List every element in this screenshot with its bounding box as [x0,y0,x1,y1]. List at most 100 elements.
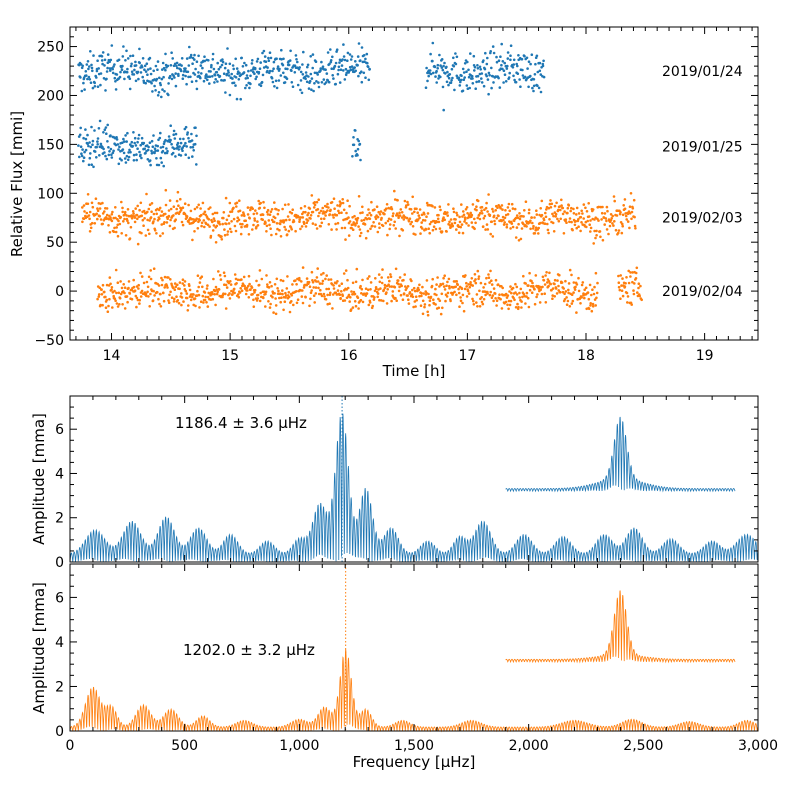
data-point [253,291,256,294]
data-point [383,286,387,290]
data-point [601,238,605,242]
data-point [564,290,568,293]
data-point [304,210,307,214]
data-point [377,273,381,276]
data-point [102,131,105,134]
data-point [600,211,604,215]
data-point [169,138,172,142]
data-point [239,232,243,236]
data-point [139,153,142,157]
data-point [567,291,570,295]
data-point [136,204,139,208]
data-point [210,65,213,69]
data-point [541,285,544,289]
data-point [421,218,425,222]
data-point [186,309,190,312]
data-point [162,142,166,146]
data-point [519,237,523,241]
data-point [543,222,547,225]
data-point [187,304,190,307]
data-point [265,230,268,233]
data-point [191,295,194,299]
data-point [502,69,506,72]
data-point [105,157,109,161]
data-point [312,294,316,298]
data-point [544,301,548,304]
data-point [90,63,93,67]
data-point [508,303,512,307]
data-point [230,210,234,213]
data-point [197,71,200,74]
data-point [188,288,192,292]
data-point [483,67,487,71]
data-point [562,287,565,290]
data-point [233,224,237,228]
data-point [178,281,182,284]
data-point [485,223,489,226]
data-point [581,212,584,215]
data-point [285,77,289,81]
data-point [244,219,247,222]
data-point [443,274,447,278]
data-point [458,215,461,219]
data-point [438,205,442,208]
data-point [176,299,180,302]
data-point [121,206,124,210]
data-point [108,150,111,153]
data-point [532,224,535,228]
data-point [134,144,138,147]
data-point [566,206,570,210]
data-point [459,80,462,84]
data-point [525,225,528,228]
data-point [301,266,305,269]
data-point [139,143,142,147]
data-point [495,60,499,64]
data-point [305,80,309,84]
data-point [117,58,121,62]
data-point [158,76,161,80]
data-point [195,217,198,220]
data-point [185,82,188,86]
data-point [115,302,119,305]
data-point [473,227,476,231]
data-point [312,206,316,209]
data-point [591,288,594,292]
data-point [299,88,302,92]
data-point [568,268,572,272]
data-point [295,58,298,61]
data-point [334,61,338,65]
data-point [609,219,613,222]
data-point [326,293,329,297]
data-point [336,289,340,292]
data-point [507,307,510,311]
data-point [156,144,159,148]
data-point [330,201,334,204]
data-point [214,241,218,244]
series-2019-02-03 [81,188,637,246]
data-point [118,145,121,149]
data-point [127,75,131,78]
data-point [298,220,301,223]
data-point [256,293,260,297]
data-point [130,140,134,144]
data-point [92,165,95,169]
data-point [622,204,625,207]
data-point [133,141,136,145]
data-point [272,220,276,224]
data-point [631,207,635,210]
data-point [504,292,508,296]
data-point [200,221,204,225]
data-point [398,276,402,279]
data-point [189,55,193,59]
data-point [131,210,135,213]
data-point [242,71,246,74]
data-point [411,195,415,199]
data-point [104,295,107,299]
data-point [338,61,341,64]
data-point [480,300,484,304]
data-point [80,152,83,155]
data-point [589,230,592,233]
data-point [156,149,160,152]
data-point [163,221,166,224]
data-point [93,129,96,132]
